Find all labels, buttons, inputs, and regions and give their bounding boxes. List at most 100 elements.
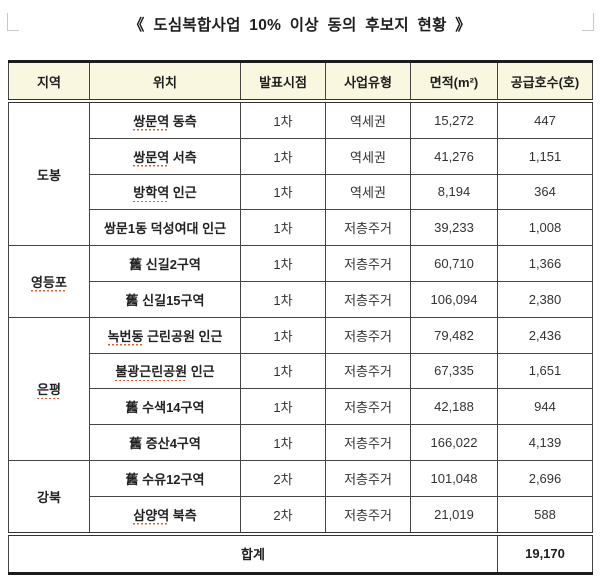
units-cell: 588 xyxy=(497,495,593,535)
location-text: 舊 신길15구역 xyxy=(125,292,205,308)
phase-cell: 1차 xyxy=(240,352,326,390)
table-header: 지역 위치 발표시점 사업유형 면적(m²) 공급호수(호) xyxy=(8,61,593,103)
region-cell: 영등포 xyxy=(8,245,90,318)
location-cell: 舊 수유12구역 xyxy=(89,459,241,497)
phase-cell: 1차 xyxy=(240,280,326,318)
column-header-1: 위치 xyxy=(89,61,241,103)
region-cell: 도봉 xyxy=(8,100,90,247)
location-cell: 쌍문1동 덕성여대 인근 xyxy=(89,209,241,247)
column-header-4: 면적(m²) xyxy=(410,61,498,103)
location-cell: 舊 신길2구역 xyxy=(89,245,241,282)
location-text: 근린공원 인근 xyxy=(143,328,223,344)
column-header-0: 지역 xyxy=(8,61,90,103)
region-cell: 은평 xyxy=(8,316,90,461)
table-row: 쌍문1동 덕성여대 인근 1차 저층주거 39,233 1,008 xyxy=(9,209,593,247)
phase-cell: 2차 xyxy=(240,459,326,497)
area-cell: 15,272 xyxy=(410,100,498,139)
units-cell: 944 xyxy=(497,388,593,426)
location-cell: 방학역 인근 xyxy=(89,173,241,211)
phase-cell: 1차 xyxy=(240,424,326,461)
location-cell: 舊 신길15구역 xyxy=(89,280,241,318)
table-row: 舊 신길15구역 1차 저층주거 106,094 2,380 xyxy=(9,280,593,318)
type-cell: 저층주거 xyxy=(325,316,411,354)
type-cell: 역세권 xyxy=(325,173,411,211)
region-label: 도봉 xyxy=(37,167,61,183)
region-label: 영등포 xyxy=(31,274,67,292)
table-row: 영등포 舊 신길2구역 1차 저층주거 60,710 1,366 xyxy=(8,245,593,318)
units-cell: 2,436 xyxy=(497,316,593,354)
crop-artifact-top-left xyxy=(7,13,19,31)
phase-cell: 1차 xyxy=(240,100,326,139)
location-text: 북측 xyxy=(169,507,197,523)
region-cell: 강북 xyxy=(8,459,90,535)
type-cell: 저층주거 xyxy=(325,459,411,497)
type-cell: 저층주거 xyxy=(325,245,411,282)
units-cell: 447 xyxy=(497,100,593,139)
area-cell: 39,233 xyxy=(410,209,498,247)
table-row: 舊 수색14구역 1차 저층주거 42,188 944 xyxy=(9,388,593,426)
units-cell: 1,366 xyxy=(497,245,593,282)
location-text: 동측 xyxy=(169,113,197,129)
phase-cell: 1차 xyxy=(240,173,326,211)
type-cell: 저층주거 xyxy=(325,280,411,318)
type-cell: 저층주거 xyxy=(325,495,411,535)
phase-cell: 1차 xyxy=(240,245,326,282)
column-header-5: 공급호수(호) xyxy=(497,61,593,103)
total-row: 합계 19,170 xyxy=(8,531,593,574)
type-cell: 저층주거 xyxy=(325,352,411,390)
total-label-cell: 합계 xyxy=(8,531,498,574)
location-cell: 불광근린공원 인근 xyxy=(89,352,241,390)
table-row: 삼양역 북측 2차 저층주거 21,019 588 xyxy=(9,495,593,535)
type-cell: 역세권 xyxy=(325,137,411,175)
location-text: 인근 xyxy=(169,185,197,201)
location-text: 서측 xyxy=(169,149,197,165)
column-header-3: 사업유형 xyxy=(325,61,411,103)
units-cell: 1,008 xyxy=(497,209,593,247)
page-title: 《 도심복합사업 10% 이상 동의 후보지 현황 》 xyxy=(128,17,472,34)
table-footer: 합계 19,170 xyxy=(8,531,593,574)
type-cell: 역세권 xyxy=(325,100,411,139)
area-cell: 21,019 xyxy=(410,495,498,535)
phase-cell: 1차 xyxy=(240,388,326,426)
table-row: 舊 증산4구역 1차 저층주거 166,022 4,139 xyxy=(9,424,593,461)
area-cell: 60,710 xyxy=(410,245,498,282)
location-text: 방학역 xyxy=(133,185,170,203)
type-cell: 저층주거 xyxy=(325,424,411,461)
location-text: 舊 신길2구역 xyxy=(129,257,201,273)
header-row: 지역 위치 발표시점 사업유형 면적(m²) 공급호수(호) xyxy=(8,61,593,103)
column-header-2: 발표시점 xyxy=(240,61,326,103)
region-label: 은평 xyxy=(37,382,61,400)
area-cell: 106,094 xyxy=(410,280,498,318)
table-row: 은평 녹번동 근린공원 인근 1차 저층주거 79,482 2,436 xyxy=(8,316,593,461)
units-cell: 364 xyxy=(497,173,593,211)
region-label: 강북 xyxy=(37,489,61,505)
location-text: 녹번동 xyxy=(107,328,144,346)
area-cell: 67,335 xyxy=(410,352,498,390)
phase-cell: 2차 xyxy=(240,495,326,535)
area-cell: 41,276 xyxy=(410,137,498,175)
crop-artifact-top-right xyxy=(582,13,594,31)
phase-cell: 1차 xyxy=(240,209,326,247)
units-cell: 2,696 xyxy=(497,459,593,497)
table-row: 불광근린공원 인근 1차 저층주거 67,335 1,651 xyxy=(9,352,593,390)
phase-cell: 1차 xyxy=(240,316,326,354)
location-text: 舊 수색14구역 xyxy=(125,400,205,416)
location-cell: 녹번동 근린공원 인근 xyxy=(89,316,241,354)
location-text: 불광근린공원 xyxy=(115,364,188,382)
candidate-sites-table: 지역 위치 발표시점 사업유형 면적(m²) 공급호수(호) 도봉 쌍문역 동측 1차 역세권 1… xyxy=(8,60,593,575)
area-cell: 79,482 xyxy=(410,316,498,354)
units-cell: 4,139 xyxy=(497,424,593,461)
type-cell: 저층주거 xyxy=(325,209,411,247)
table-row: 방학역 인근 1차 역세권 8,194 364 xyxy=(9,173,593,211)
area-cell: 8,194 xyxy=(410,173,498,211)
area-cell: 166,022 xyxy=(410,424,498,461)
location-cell: 舊 증산4구역 xyxy=(89,424,241,461)
location-text: 舊 수유12구역 xyxy=(125,471,205,487)
units-cell: 2,380 xyxy=(497,280,593,318)
location-cell: 舊 수색14구역 xyxy=(89,388,241,426)
location-text: 쌍문1동 덕성여대 인근 xyxy=(103,221,227,237)
type-cell: 저층주거 xyxy=(325,388,411,426)
table-body: 도봉 쌍문역 동측 1차 역세권 15,272 447 쌍문역 서측 1차 역세권 41,276 1… xyxy=(8,100,593,535)
table-row: 도봉 쌍문역 동측 1차 역세권 15,272 447 xyxy=(8,100,593,247)
area-cell: 101,048 xyxy=(410,459,498,497)
